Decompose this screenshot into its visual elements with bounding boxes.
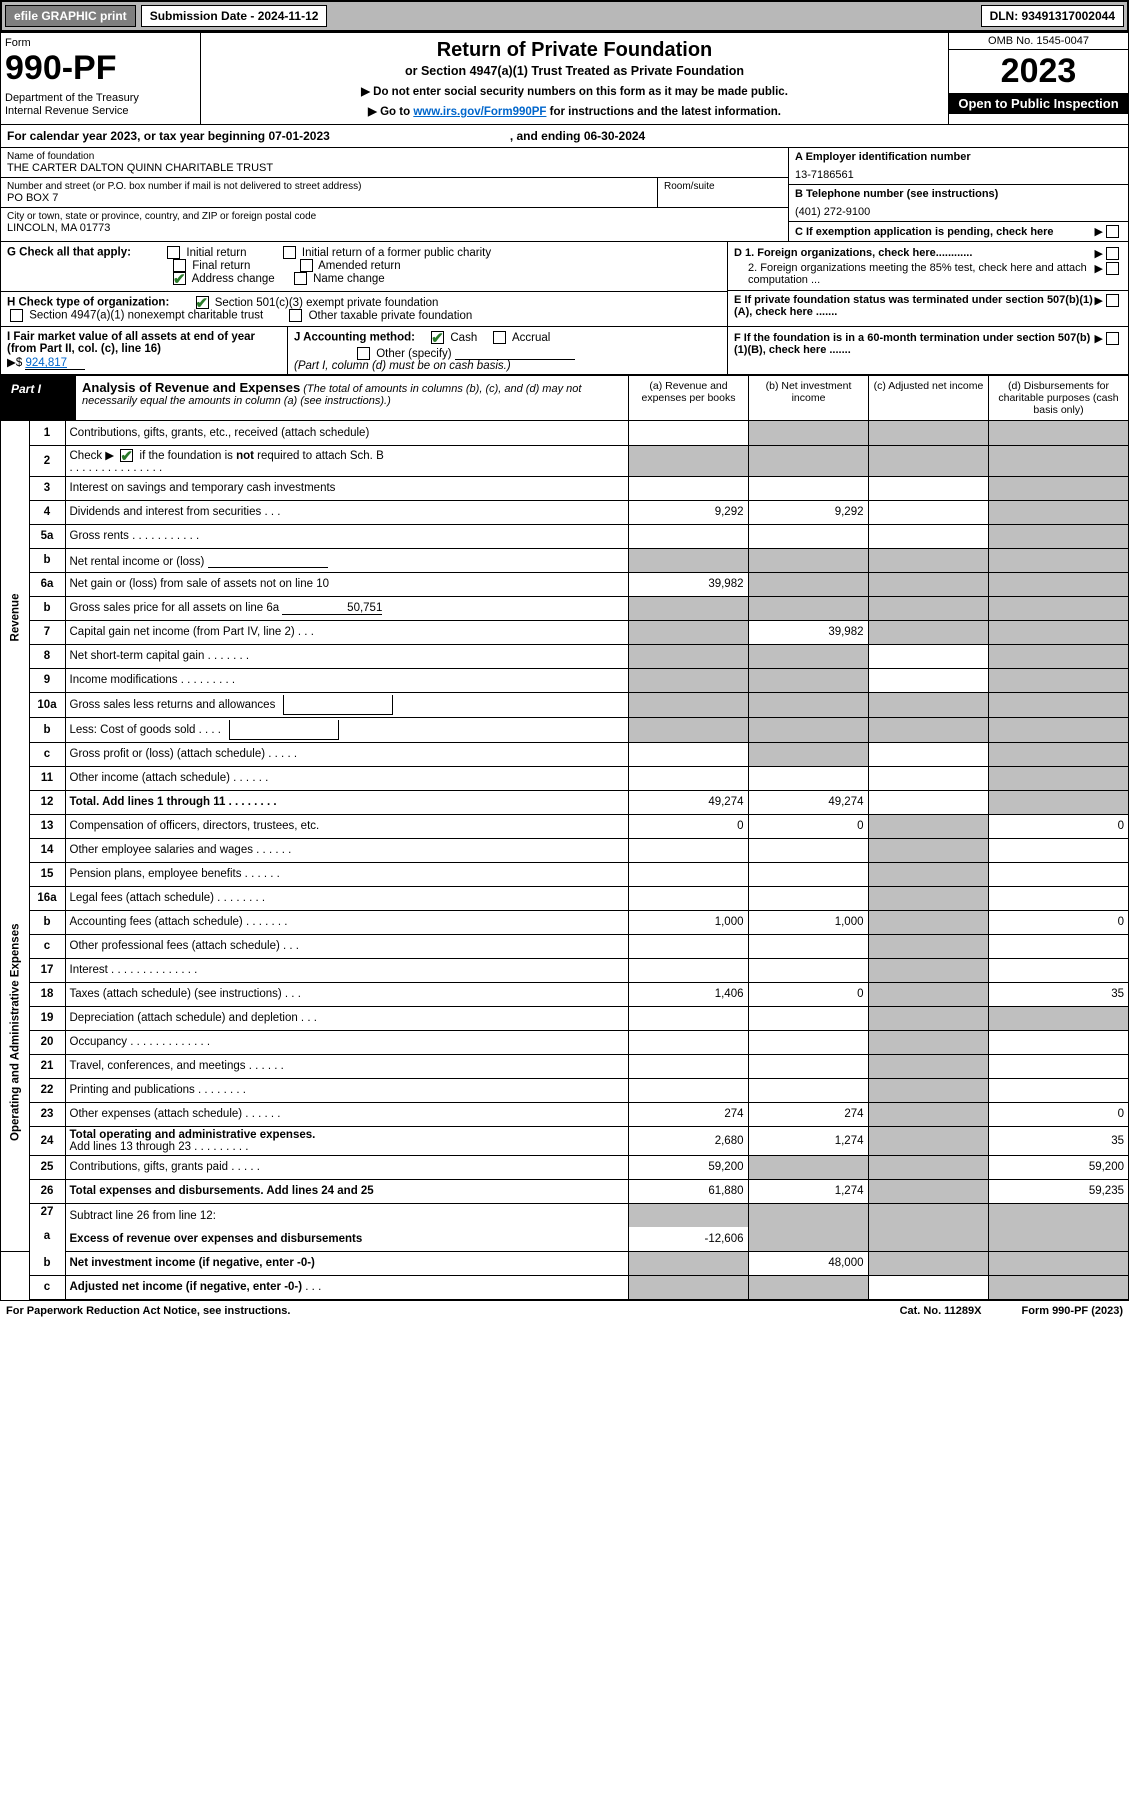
page-footer: For Paperwork Reduction Act Notice, see … (0, 1301, 1129, 1321)
checkbox-initial-former[interactable] (283, 246, 296, 259)
paperwork-notice: For Paperwork Reduction Act Notice, see … (6, 1305, 290, 1317)
form-number: 990-PF (5, 49, 196, 88)
col-b-header: (b) Net investment income (748, 376, 868, 420)
dln-label: DLN: 93491317002044 (981, 5, 1124, 27)
cat-no: Cat. No. 11289X (900, 1305, 982, 1317)
checkbox-4947[interactable] (10, 309, 23, 322)
col-a-header: (a) Revenue and expenses per books (628, 376, 748, 420)
checkbox-other-taxable[interactable] (289, 309, 302, 322)
form-title: Return of Private Foundation (211, 39, 938, 62)
col-d-header: (d) Disbursements for charitable purpose… (988, 376, 1128, 420)
form-990pf: Form 990-PF Department of the Treasury I… (0, 32, 1129, 1301)
part1-table: Revenue 1Contributions, gifts, grants, e… (1, 421, 1128, 1300)
form-word: Form (5, 37, 196, 49)
checkbox-c[interactable] (1106, 225, 1119, 238)
submission-date-label: Submission Date - 2024-11-12 (141, 5, 328, 27)
note-ssn: ▶ Do not enter social security numbers o… (211, 84, 938, 98)
checkbox-initial[interactable] (167, 246, 180, 259)
foundation-name-cell: Name of foundation THE CARTER DALTON QUI… (1, 148, 788, 178)
city-cell: City or town, state or province, country… (1, 208, 788, 237)
part1-header: Part I Analysis of Revenue and Expenses … (1, 375, 1128, 421)
section-g: G Check all that apply: Initial return I… (7, 246, 721, 285)
toolbar: efile GRAPHIC print Submission Date - 20… (0, 0, 1129, 32)
f-row: F If the foundation is in a 60-month ter… (734, 331, 1122, 357)
col-c-header: (c) Adjusted net income (868, 376, 988, 420)
calendar-year-row: For calendar year 2023, or tax year begi… (1, 125, 1128, 148)
phone-cell: B Telephone number (see instructions) (4… (789, 185, 1128, 222)
dept-label: Department of the Treasury Internal Reve… (5, 92, 196, 118)
checkbox-e[interactable] (1106, 294, 1119, 307)
checkbox-f[interactable] (1106, 332, 1119, 345)
room-suite: Room/suite (658, 178, 788, 207)
checkbox-sch-b[interactable] (120, 449, 133, 462)
expenses-side-label: Operating and Administrative Expenses (1, 814, 29, 1251)
open-inspection: Open to Public Inspection (949, 93, 1128, 114)
form-header: Form 990-PF Department of the Treasury I… (1, 33, 1128, 125)
address-label: Number and street (or P.O. box number if… (7, 181, 651, 192)
form-subtitle: or Section 4947(a)(1) Trust Treated as P… (211, 64, 938, 78)
address-value: PO BOX 7 (7, 192, 651, 204)
fmv-value[interactable]: 924,817 (25, 357, 85, 370)
checkbox-accrual[interactable] (493, 331, 506, 344)
section-h: H Check type of organization: Section 50… (1, 291, 727, 322)
tax-year: 2023 (949, 50, 1128, 93)
efile-print-button[interactable]: efile GRAPHIC print (5, 5, 136, 27)
checkbox-address-change[interactable] (173, 272, 186, 285)
checkbox-cash[interactable] (431, 331, 444, 344)
revenue-side-label: Revenue (1, 421, 29, 814)
ein-cell: A Employer identification number 13-7186… (789, 148, 1128, 185)
checkbox-501c3[interactable] (196, 296, 209, 309)
checkbox-d2[interactable] (1106, 262, 1119, 275)
section-j: J Accounting method: Cash Accrual Other … (287, 327, 721, 374)
d2-row: 2. Foreign organizations meeting the 85%… (734, 261, 1122, 287)
section-i: I Fair market value of all assets at end… (7, 331, 287, 370)
d1-row: D 1. Foreign organizations, check here..… (734, 246, 1122, 261)
checkbox-amended[interactable] (300, 259, 313, 272)
checkbox-d1[interactable] (1106, 247, 1119, 260)
exemption-pending: C If exemption application is pending, c… (789, 222, 1128, 241)
form-footer-label: Form 990-PF (2023) (1022, 1305, 1124, 1317)
omb-number: OMB No. 1545-0047 (949, 33, 1128, 50)
checkbox-other-method[interactable] (357, 347, 370, 360)
e-row: E If private foundation status was termi… (728, 290, 1128, 321)
checkbox-name-change[interactable] (294, 272, 307, 285)
note-goto: ▶ Go to www.irs.gov/Form990PF for instru… (211, 104, 938, 118)
instructions-link[interactable]: www.irs.gov/Form990PF (413, 106, 546, 118)
